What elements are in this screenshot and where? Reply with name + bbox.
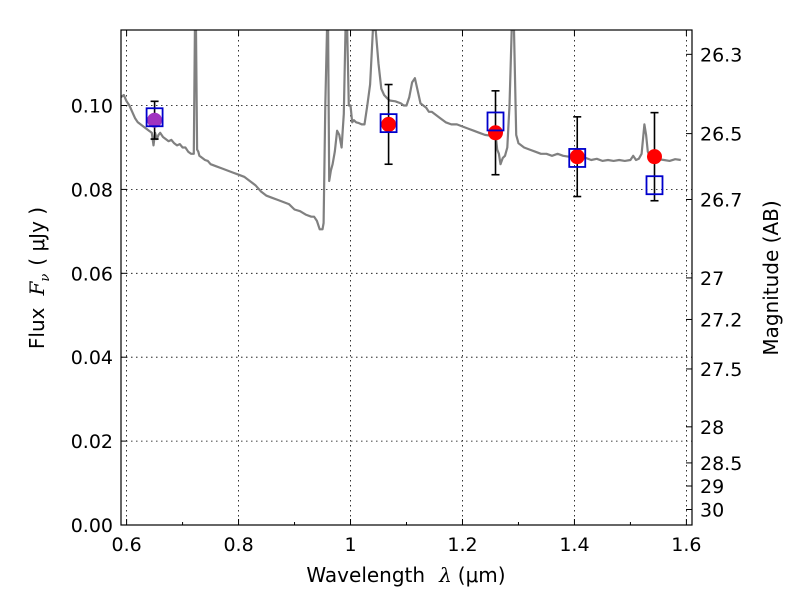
data-markers — [145, 107, 664, 196]
spectrum-line — [121, 30, 681, 231]
x-tick-label: 0.6 — [111, 534, 141, 556]
y-tick-label: 0.06 — [71, 263, 113, 285]
y-tick-label: 0.08 — [71, 179, 113, 201]
x-tick-label: 1.4 — [559, 534, 589, 556]
y2-tick-label: 28.5 — [700, 453, 742, 475]
data-point-circle — [569, 149, 585, 165]
y2-tick-label: 27.2 — [700, 309, 742, 331]
y-tick-label: 0.10 — [71, 96, 113, 118]
y2-tick-label: 27 — [700, 268, 724, 290]
y2-tick-label: 29 — [700, 476, 724, 498]
x-axis-label: Wavelength λ (μm) — [306, 563, 505, 587]
y-tick-label: 0.02 — [71, 431, 113, 453]
secondary-y-axis-label: Magnitude (AB) — [759, 200, 783, 355]
data-point-square — [379, 113, 398, 134]
y-tick-label: 0.04 — [71, 347, 113, 369]
data-point-circle — [147, 112, 163, 128]
y2-tick-label: 28 — [700, 417, 724, 439]
y2-tick-label: 30 — [700, 499, 724, 521]
data-point-circle — [488, 125, 504, 141]
y2-tick-label: 26.5 — [700, 124, 742, 146]
x-tick-label: 0.8 — [223, 534, 253, 556]
y2-tick-label: 26.3 — [700, 44, 742, 66]
model-spectrum — [121, 30, 681, 231]
x-tick-label: 1 — [344, 534, 356, 556]
data-point-square — [145, 107, 164, 128]
data-point-circle — [381, 116, 397, 132]
y2-tick-label: 27.5 — [700, 359, 742, 381]
data-point-square — [645, 175, 664, 196]
error-bars — [150, 83, 659, 202]
data-point-circle — [646, 149, 662, 165]
data-point-square — [486, 111, 505, 132]
x-axis-ticks: 0.6 0.8 1 1.2 1.4 1.6 — [111, 30, 702, 556]
y2-tick-label: 26.7 — [700, 189, 742, 211]
y-axis-ticks: 0.00 0.02 0.04 0.06 0.08 0.10 — [71, 96, 127, 537]
y-tick-label: 0.00 — [71, 515, 113, 537]
data-point-square — [568, 148, 587, 168]
y-axis-label: FluxFν( μJy ) — [25, 207, 53, 349]
x-tick-label: 1.6 — [671, 534, 701, 556]
x-tick-label: 1.2 — [447, 534, 477, 556]
